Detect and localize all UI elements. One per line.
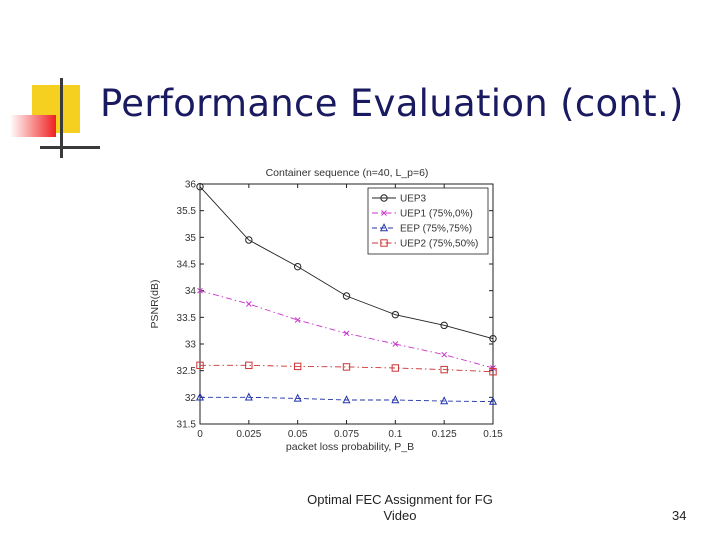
series-point (440, 321, 448, 330)
series-point (490, 365, 496, 371)
x-tick-label: 0.125 (432, 429, 457, 440)
series-point (440, 396, 449, 405)
x-tick-label: 0.025 (236, 429, 261, 440)
y-axis-ticks: 31.5 32 32.5 33 33.5 34 34.5 35 35.5 36 (177, 180, 493, 431)
series-line (200, 364, 494, 373)
y-tick-label: 32 (185, 393, 197, 404)
series-point (489, 334, 497, 343)
series-point (488, 396, 498, 405)
x-tick-label: 0.1 (388, 429, 402, 440)
series-point (293, 393, 302, 402)
series-2 (197, 287, 496, 371)
x-tick-label: 0.075 (334, 429, 359, 440)
legend-swatch-marker (381, 210, 387, 216)
x-tick-label: 0.05 (288, 429, 308, 440)
ornament-horizontal-line (40, 146, 100, 149)
title-ornament (0, 0, 100, 170)
series-4 (196, 361, 497, 376)
legend: UEP3 UEP1 (75%,0%) EEP (75%,75%) UEP2 (75%,… (367, 187, 489, 255)
series-point (342, 395, 351, 404)
series-point (196, 361, 204, 370)
y-axis-label: PSNR(dB) (150, 279, 161, 328)
chart-title: Container sequence (n=40, L_p=6) (266, 167, 429, 179)
y-tick-label: 35 (185, 233, 197, 244)
series-point (294, 317, 301, 323)
x-tick-label: 0 (197, 429, 203, 440)
y-tick-label: 36 (185, 180, 197, 191)
legend-entry: UEP3 (400, 194, 427, 205)
chart-title-text: Container sequence (n=40, L_p=6) (266, 167, 429, 179)
y-tick-label: 33 (185, 340, 197, 351)
series-point (197, 287, 203, 294)
y-tick-label: 34 (185, 286, 197, 297)
series-point (293, 362, 302, 371)
series-point (343, 330, 350, 337)
series-point (489, 368, 497, 376)
x-axis-label: packet loss probability, P_B (286, 441, 414, 453)
page-number: 34 (672, 508, 687, 523)
series-point (342, 292, 351, 300)
series-3 (195, 392, 498, 405)
slide-title: Performance Evaluation (cont.) (100, 82, 684, 125)
series-point (245, 361, 253, 370)
y-tick-label: 32.5 (177, 366, 197, 377)
series-point (244, 392, 253, 401)
footer-text: Optimal FEC Assignment for FG Video (307, 492, 493, 523)
series-layer (195, 182, 498, 405)
series-1 (196, 182, 497, 343)
ornament-red-bar (10, 115, 56, 137)
ornament-vertical-line (60, 78, 63, 158)
series-point (440, 365, 448, 374)
series-point (392, 341, 399, 347)
y-tick-label: 31.5 (177, 420, 197, 431)
series-point (342, 363, 351, 371)
legend-entry: UEP1 (75%,0%) (400, 209, 473, 220)
series-point (245, 236, 253, 244)
legend-swatch-marker (380, 194, 388, 202)
series-point (391, 310, 400, 319)
y-tick-label: 33.5 (177, 313, 197, 324)
y-tick-label: 35.5 (177, 206, 197, 217)
series-point (245, 301, 252, 307)
series-line (199, 186, 494, 340)
series-point (391, 364, 400, 372)
legend-entry: UEP2 (75%,50%) (400, 239, 478, 250)
y-tick-label: 34.5 (177, 260, 197, 271)
legend-swatch-marker (380, 239, 388, 247)
legend-swatch-marker (379, 223, 389, 232)
legend-entry: EEP (75%,75%) (400, 224, 472, 235)
series-point (391, 395, 400, 404)
series-point (441, 351, 448, 358)
series-point (196, 182, 204, 191)
series-point (195, 392, 205, 401)
series-line (200, 396, 494, 403)
psnr-chart: Container sequence (n=40, L_p=6) 31.5323… (150, 167, 503, 453)
x-axis-ticks: 0 0.025 0.05 0.075 0.1 0.125 0.15 (197, 184, 503, 440)
x-tick-label: 0.15 (483, 429, 503, 440)
series-line (199, 290, 494, 369)
series-point (293, 262, 302, 271)
